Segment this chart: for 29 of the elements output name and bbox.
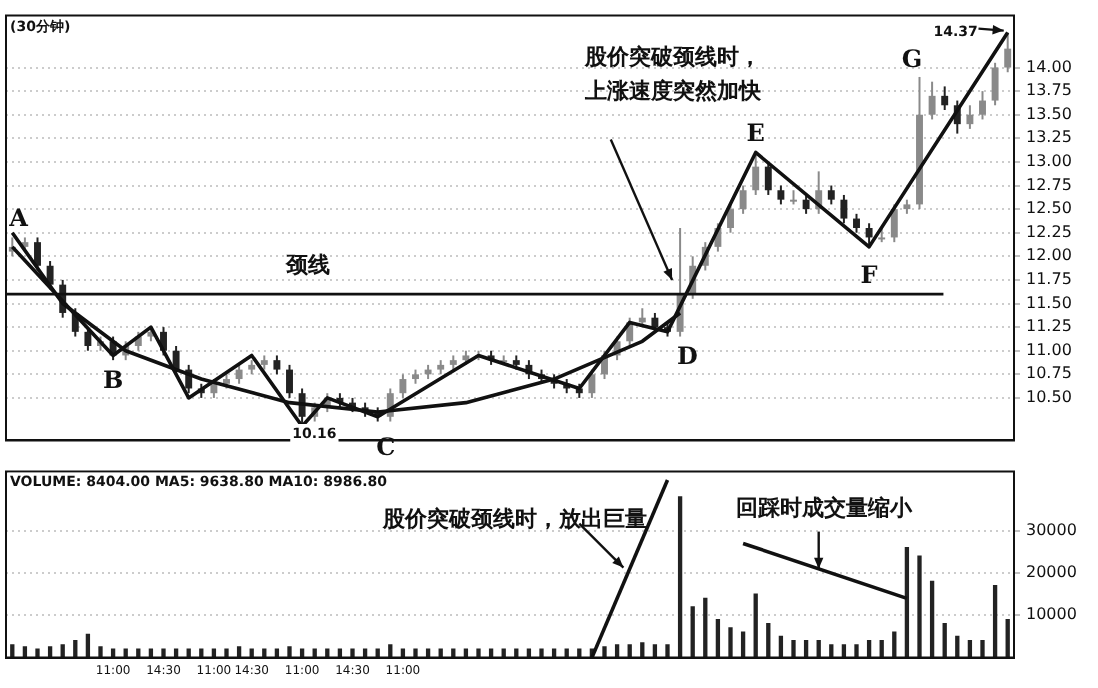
y-tick-label: 13.25 [1026, 128, 1072, 147]
y-tick-label: 20000 [1026, 563, 1077, 582]
y-tick-label: 11.25 [1026, 317, 1072, 336]
y-tick-label: 13.75 [1026, 81, 1072, 100]
y-tick-label: 12.75 [1026, 175, 1072, 194]
y-tick-label: 30000 [1026, 520, 1077, 539]
y-tick-label: 10.75 [1026, 364, 1072, 383]
ref-line-label: 颈线 [284, 251, 331, 278]
y-tick-label: 12.50 [1026, 199, 1072, 218]
annotation: D [677, 342, 698, 371]
y-tick-label: 14.00 [1026, 57, 1072, 76]
y-tick-label: 13.00 [1026, 152, 1072, 171]
y-tick-label: 12.00 [1026, 246, 1072, 265]
annotation: E [746, 118, 765, 147]
y-tick-label: 12.25 [1026, 222, 1072, 241]
annotation: 回踩时成交量缩小 [735, 494, 914, 521]
annotation: B [102, 365, 124, 394]
y-tick-label: 11.75 [1026, 270, 1072, 289]
annotation: F [860, 261, 879, 290]
y-tick-label: 10000 [1026, 605, 1077, 624]
y-tick-label: 13.50 [1026, 104, 1072, 123]
annotation: 股价突破颈线时，放出巨量 [380, 505, 647, 532]
annotation: A [7, 203, 30, 232]
annotation: 上涨速度突然加快 [582, 77, 763, 104]
y-tick-label: 10.50 [1026, 388, 1072, 407]
y-tick-label: 11.00 [1026, 340, 1072, 359]
annotation: 股价突破颈线时， [582, 43, 761, 70]
y-tick-label: 11.50 [1026, 293, 1072, 312]
annotation: G [901, 45, 923, 74]
